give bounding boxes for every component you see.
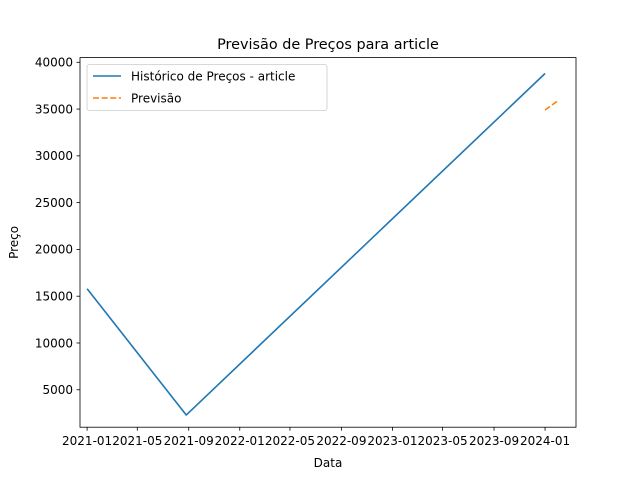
x-tick-label-7: 2023-05 [418, 434, 468, 448]
y-tick-label-4: 25000 [35, 196, 73, 210]
y-tick-label-5: 30000 [35, 149, 73, 163]
x-tick-label-8: 2023-09 [469, 434, 519, 448]
x-tick-label-5: 2022-09 [316, 434, 366, 448]
x-tick-label-0: 2021-01 [62, 434, 112, 448]
x-tick-label-3: 2022-01 [215, 434, 265, 448]
axis-ticks: 2021-01 2021-05 2021-09 2022-01 2022-05 2022-… [35, 56, 570, 449]
x-tick-label-4: 2022-05 [265, 434, 315, 448]
legend: Histórico de Preços - article Previsão [86, 64, 328, 111]
x-tick-label-2: 2021-09 [164, 434, 214, 448]
plot-frame [79, 57, 577, 428]
legend-label-forecast: Previsão [131, 91, 181, 105]
y-tick-label-1: 10000 [35, 336, 73, 350]
y-tick-label-6: 35000 [35, 102, 73, 116]
x-tick-label-9: 2024-01 [520, 434, 570, 448]
series-line-1 [544, 99, 559, 111]
legend-box [86, 64, 328, 111]
y-axis-title: Preço [7, 226, 21, 259]
y-tick-label-7: 40000 [35, 56, 73, 70]
y-tick-label-2: 15000 [35, 290, 73, 304]
series-line-0 [86, 72, 546, 416]
x-tick-label-6: 2023-01 [367, 434, 417, 448]
legend-label-history: Histórico de Preços - article [131, 69, 295, 83]
x-tick-label-1: 2021-05 [112, 434, 162, 448]
chart-title: Previsão de Preços para article [217, 37, 439, 53]
x-axis-title: Data [314, 456, 343, 470]
y-tick-label-3: 20000 [35, 243, 73, 257]
y-tick-label-0: 5000 [42, 383, 73, 397]
plot-area [86, 72, 559, 416]
